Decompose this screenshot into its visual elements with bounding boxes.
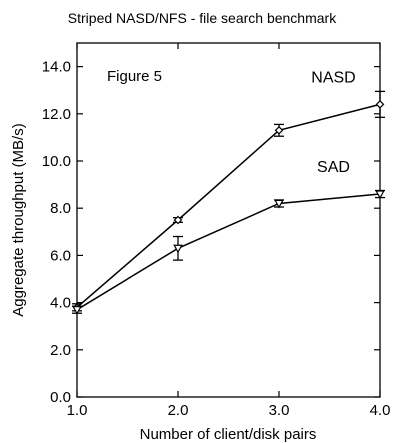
x-axis-label: Number of client/disk pairs [140,426,317,443]
y-tick-label: 14.0 [42,59,71,76]
series-labels: NASD SAD [311,69,355,176]
chart-title: Striped NASD/NFS - file search benchmark [68,10,337,26]
data-point-triangle [375,190,385,200]
data-point-diamond [274,125,284,135]
y-tick-label: 6.0 [50,247,71,264]
x-tick-label: 2.0 [168,402,189,419]
y-tick-label: 4.0 [50,295,71,312]
data-point-diamond [375,100,385,109]
y-tick-label: 10.0 [42,153,71,170]
y-tick-label: 8.0 [50,200,71,217]
plot-area [76,42,381,398]
data-point-triangle [274,199,284,209]
y-tick-label: 0.0 [50,389,71,406]
data-point-triangle [173,244,183,254]
y-tick-label: 2.0 [50,342,71,359]
data-point-triangle [72,306,82,315]
data-point-diamond [173,215,183,225]
series-line-nasd [76,103,381,308]
axis-tick-labels: 1.0 2.0 3.0 4.0 0.0 2.0 4.0 6.0 8.0 10.0 12.0 14.0 [42,59,391,419]
series-layer [72,90,385,315]
series-line-sad [76,193,381,311]
figure-annotation: Figure 5 [107,68,162,85]
y-tick-label: 12.0 [42,106,71,123]
x-tick-label: 1.0 [67,402,88,419]
x-tick-label: 3.0 [269,402,290,419]
y-axis-label: Aggregate throughput (MB/s) [10,123,27,316]
plot-frame [76,42,381,398]
x-tick-label: 4.0 [370,402,391,419]
series-label-nasd: NASD [311,69,355,86]
series-label-sad: SAD [317,159,350,176]
axis-ticks [76,43,381,398]
